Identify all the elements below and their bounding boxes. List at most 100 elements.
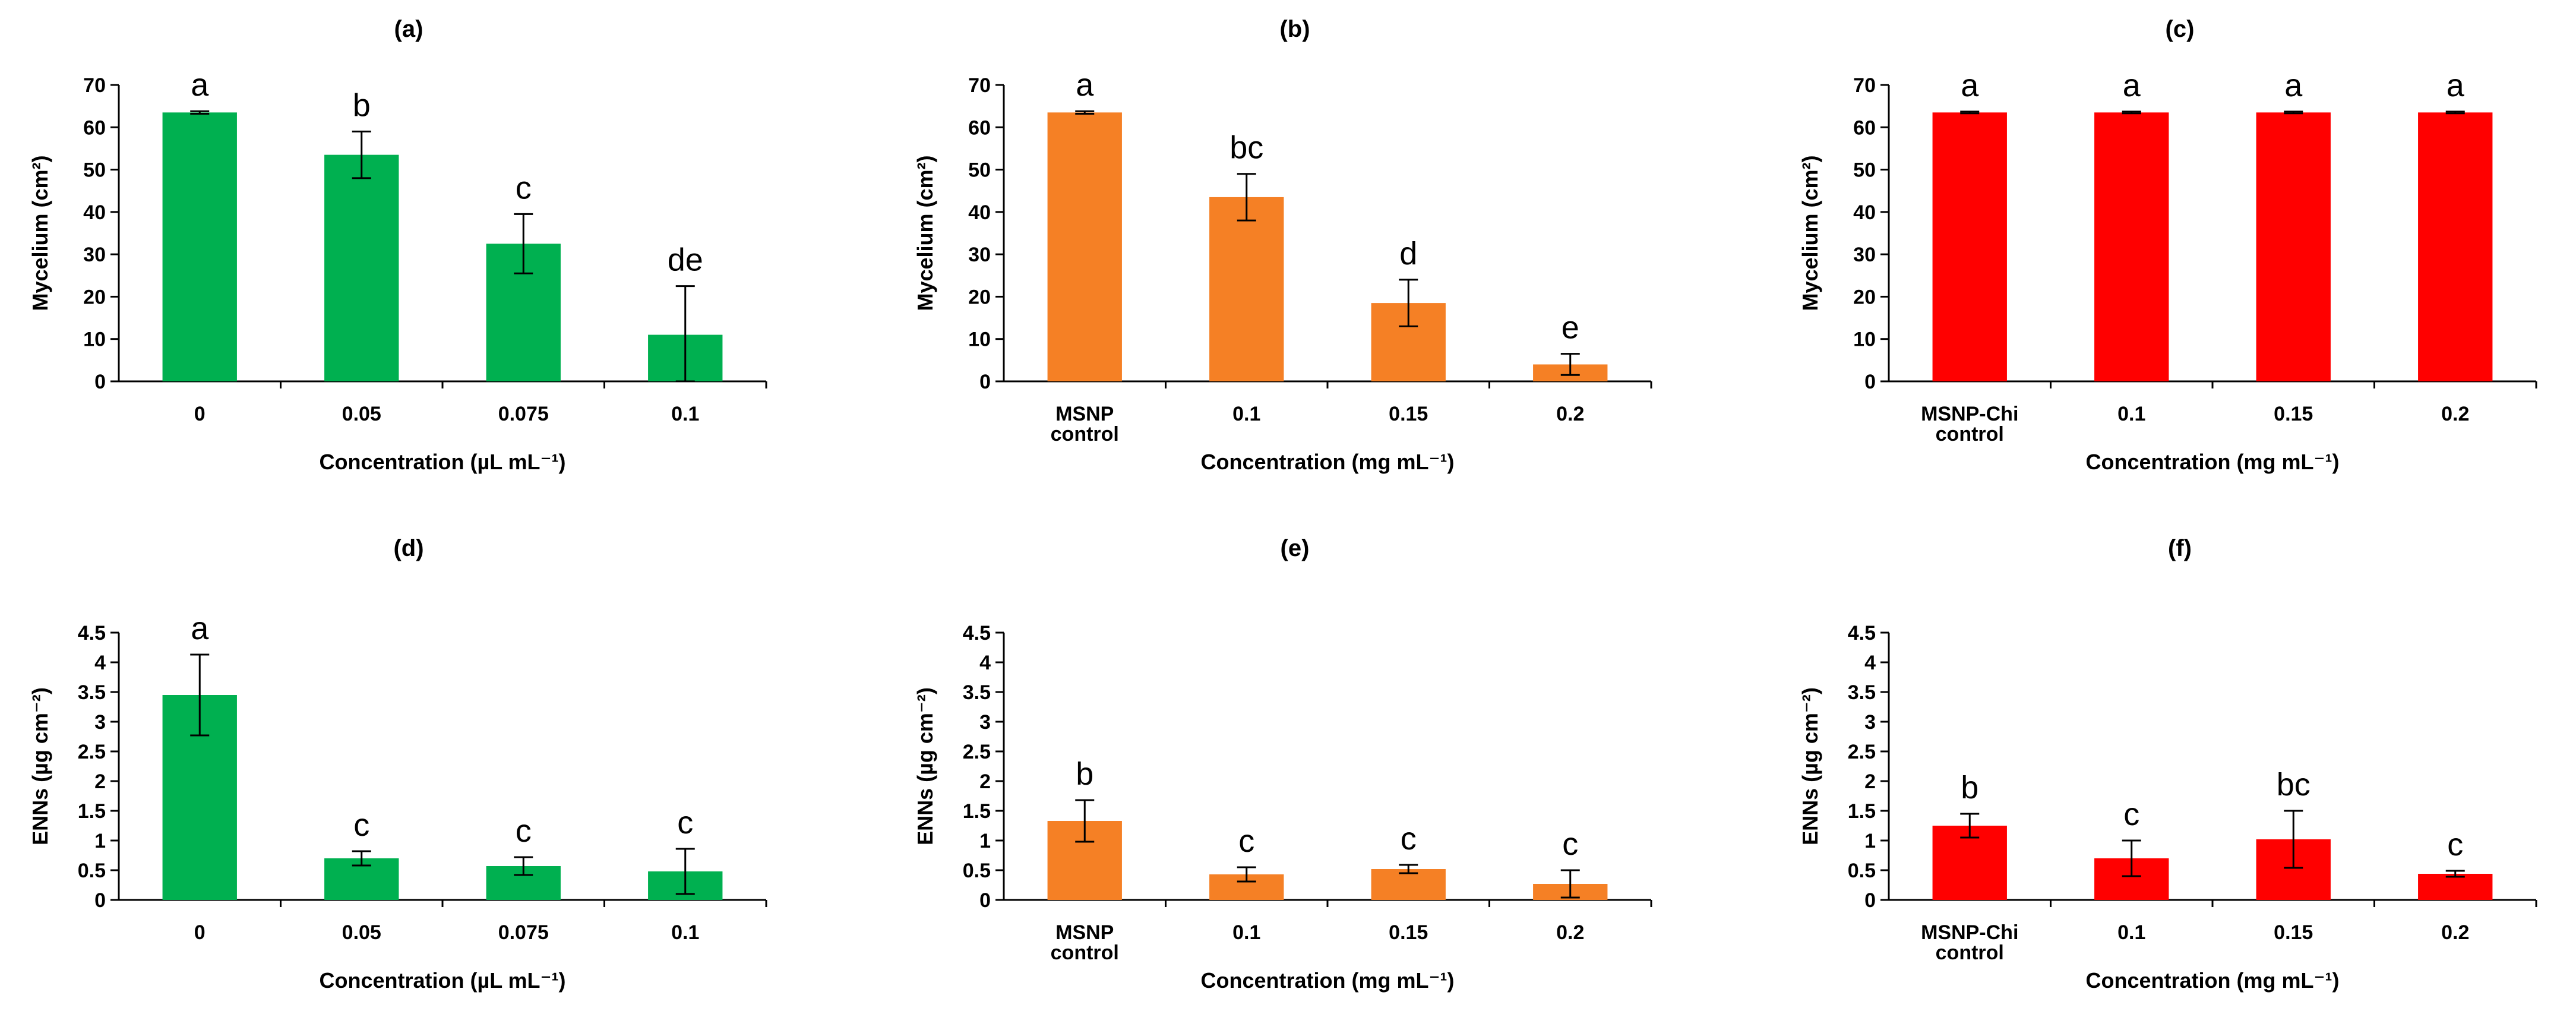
y-tick-label: 2.5 (78, 741, 106, 763)
significance-letter: a (1961, 68, 1979, 103)
y-tick-label: 3.5 (963, 681, 991, 704)
y-tick-label: 2 (1864, 770, 1876, 793)
x-tick-label: 0.05 (342, 403, 381, 425)
significance-letter: b (1961, 770, 1978, 805)
y-tick-label: 3.5 (1848, 681, 1876, 704)
y-tick-label: 0 (979, 371, 991, 393)
y-tick-label: 4 (1864, 652, 1876, 674)
y-tick-label: 60 (1853, 116, 1876, 139)
x-tick-label: 0 (194, 403, 206, 425)
x-axis-label: Concentration (mg mL⁻¹) (1201, 450, 1455, 474)
bar (1371, 869, 1446, 900)
x-tick-label: 0.1 (671, 921, 699, 944)
x-tick-label: 0.15 (2274, 921, 2313, 944)
significance-letter: c (1562, 826, 1578, 862)
panel-d: (d) 0 0.5 1 1.5 2 2.5 3 3.5 4 4.5 ENNs (µg cm⁻²) a 0 c… (28, 535, 767, 993)
y-tick-label: 3 (94, 711, 106, 734)
y-tick-label: 10 (83, 328, 106, 351)
y-axis-label: ENNs (µg cm⁻²) (28, 687, 52, 845)
y-tick-label: 0 (979, 889, 991, 912)
y-tick-label: 70 (83, 74, 106, 97)
panel-a: (a) 0 10 20 30 40 50 60 70 Mycelium (cm²) a 0 b 0.05 c… (28, 16, 767, 474)
bar (324, 154, 399, 381)
panel-title: (c) (2166, 16, 2195, 42)
panel-title: (b) (1279, 16, 1310, 42)
y-tick-label: 30 (83, 244, 106, 266)
y-tick-label: 4.5 (78, 622, 106, 644)
panel-title: (d) (393, 535, 423, 561)
y-tick-label: 20 (1853, 286, 1876, 308)
x-tick-label: MSNP control (1051, 921, 1119, 964)
bar (2256, 112, 2331, 382)
significance-letter: b (353, 87, 371, 123)
y-tick-label: 50 (968, 159, 991, 182)
significance-letter: c (1238, 823, 1254, 859)
y-tick-label: 4 (94, 652, 106, 674)
significance-letter: c (677, 805, 693, 841)
y-tick-label: 1.5 (1848, 800, 1876, 823)
x-tick-label: 0.1 (1232, 921, 1260, 944)
significance-letter: a (191, 611, 209, 646)
y-tick-label: 70 (968, 74, 991, 97)
x-tick-label: 0.15 (1389, 403, 1428, 425)
y-tick-label: 1 (94, 830, 106, 852)
significance-letter: b (1076, 756, 1093, 792)
y-axis-label: Mycelium (cm²) (28, 155, 52, 311)
y-tick-label: 70 (1853, 74, 1876, 97)
x-tick-label: 0.1 (1232, 403, 1260, 425)
y-tick-label: 40 (968, 201, 991, 224)
x-tick-label: 0.1 (671, 403, 699, 425)
x-tick-label: 0.1 (2117, 921, 2145, 944)
significance-letter: bc (1229, 130, 1263, 166)
x-tick-label: 0.075 (498, 921, 549, 944)
y-tick-label: 20 (968, 286, 991, 308)
y-tick-label: 10 (968, 328, 991, 351)
y-tick-label: 0 (1864, 371, 1876, 393)
y-tick-label: 0 (1864, 889, 1876, 912)
significance-letter: de (668, 242, 703, 278)
y-tick-label: 0.5 (963, 860, 991, 882)
x-axis-label: Concentration (mg mL⁻¹) (2086, 968, 2340, 993)
x-tick-label: 0.05 (342, 921, 381, 944)
y-tick-label: 4 (979, 652, 991, 674)
y-tick-label: 60 (968, 116, 991, 139)
y-tick-label: 50 (83, 159, 106, 182)
y-tick-label: 2 (979, 770, 991, 793)
panel-title: (e) (1281, 535, 1310, 561)
x-tick-label: 0.15 (2274, 403, 2313, 425)
y-tick-label: 1.5 (78, 800, 106, 823)
y-tick-label: 30 (968, 244, 991, 266)
panel-b: (b) 0 10 20 30 40 50 60 70 Mycelium (cm²) a MSNP con… (913, 16, 1652, 474)
x-tick-label: 0.075 (498, 403, 549, 425)
y-tick-label: 3 (979, 711, 991, 734)
panel-title: (f) (2168, 535, 2192, 561)
x-tick-label: MSNP-Chi control (1921, 921, 2018, 964)
y-tick-label: 1.5 (963, 800, 991, 823)
bar (162, 112, 237, 382)
y-tick-label: 40 (83, 201, 106, 224)
y-tick-label: 2 (94, 770, 106, 793)
y-tick-label: 3 (1864, 711, 1876, 734)
significance-letter: a (2123, 68, 2141, 103)
bar (2418, 874, 2493, 900)
y-tick-label: 1 (979, 830, 991, 852)
x-axis-label: Concentration (mg mL⁻¹) (1201, 968, 1455, 993)
x-tick-label: 0.1 (2117, 403, 2145, 425)
significance-letter: c (353, 807, 369, 843)
y-axis-label: ENNs (µg cm⁻²) (1798, 687, 1822, 845)
y-tick-label: 60 (83, 116, 106, 139)
significance-letter: a (2447, 68, 2465, 103)
y-tick-label: 0 (94, 889, 106, 912)
x-tick-label: 0.2 (1556, 921, 1584, 944)
y-tick-label: 0.5 (1848, 860, 1876, 882)
bar (2094, 112, 2169, 382)
x-tick-label: 0.2 (1556, 403, 1584, 425)
y-tick-label: 30 (1853, 244, 1876, 266)
panel-c: (c) 0 10 20 30 40 50 60 70 Mycelium (cm²) a MSNP-Ch… (1798, 16, 2537, 474)
x-axis-label: Concentration (µL mL⁻¹) (319, 968, 565, 993)
y-tick-label: 20 (83, 286, 106, 308)
y-tick-label: 50 (1853, 159, 1876, 182)
y-tick-label: 0 (94, 371, 106, 393)
significance-letter: c (1401, 821, 1417, 857)
significance-letter: c (2123, 797, 2139, 832)
